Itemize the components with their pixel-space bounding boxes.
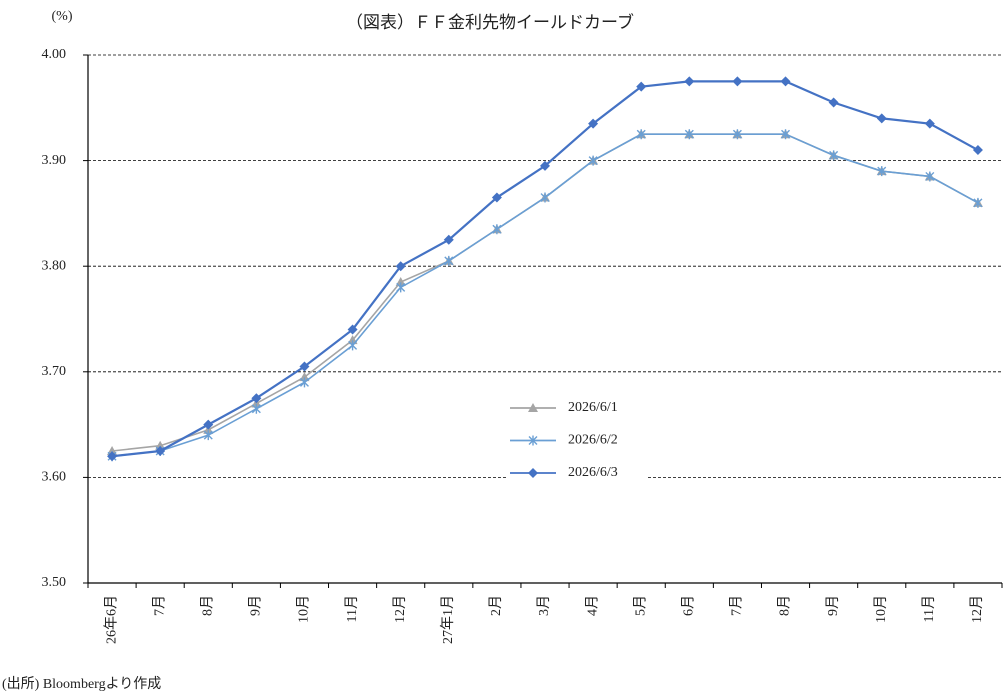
point	[395, 261, 406, 272]
legend-label: 2026/6/3	[568, 465, 618, 480]
point	[107, 451, 118, 462]
point	[395, 277, 406, 287]
point	[540, 160, 550, 171]
point	[299, 372, 310, 382]
point	[443, 234, 454, 245]
x-tick-label: 9月	[825, 595, 841, 616]
point	[203, 430, 213, 441]
y-tick-label: 3.90	[42, 153, 67, 168]
point	[829, 150, 839, 161]
legend-marker	[528, 468, 538, 478]
x-tick-label: 10月	[296, 595, 312, 623]
point	[925, 171, 935, 182]
chart-title: （図表）ＦＦ金利先物イールドカーブ	[346, 12, 634, 32]
point	[876, 113, 887, 124]
x-tick-label: 4月	[584, 595, 600, 616]
x-tick-label: 9月	[248, 595, 264, 616]
x-tick-label: 12月	[969, 595, 985, 623]
y-tick-label: 4.00	[42, 47, 67, 62]
point	[155, 440, 166, 450]
x-tick-label: 11月	[921, 595, 937, 622]
point	[684, 76, 695, 87]
point	[444, 255, 454, 266]
legend-label: 2026/6/1	[568, 400, 618, 415]
x-tick-label: 11月	[344, 595, 360, 622]
x-tick-label: 2月	[488, 595, 504, 616]
point	[781, 129, 791, 140]
point	[107, 446, 118, 455]
point	[347, 324, 358, 335]
point	[491, 192, 502, 203]
legend-marker	[528, 403, 538, 412]
legend-label: 2026/6/2	[568, 433, 618, 448]
point	[251, 393, 262, 404]
point	[492, 224, 502, 235]
x-tick-label: 7月	[151, 595, 167, 616]
x-tick-label: 8月	[777, 595, 793, 616]
x-tick-label: 3月	[536, 595, 552, 616]
point	[299, 377, 309, 388]
point	[732, 76, 743, 87]
x-tick-label: 27年1月	[440, 595, 456, 644]
x-tick-label: 6月	[681, 595, 697, 616]
y-axis-label: (%)	[52, 9, 73, 24]
point	[299, 361, 310, 372]
y-tick-label: 3.70	[42, 364, 67, 379]
point	[972, 145, 983, 156]
y-tick-label: 3.80	[42, 258, 67, 273]
point	[732, 129, 742, 140]
point	[780, 76, 791, 87]
point	[588, 118, 599, 129]
legend-marker	[528, 435, 538, 446]
y-tick-label: 3.60	[42, 470, 67, 485]
x-tick-label: 12月	[392, 595, 408, 623]
point	[636, 81, 647, 92]
point	[588, 155, 598, 166]
point	[155, 446, 166, 456]
point	[877, 166, 887, 177]
x-tick-label: 8月	[199, 595, 215, 616]
point	[973, 197, 983, 208]
source-note: (出所) Bloombergより作成	[2, 676, 161, 692]
x-tick-label: 26年6月	[103, 595, 119, 644]
x-tick-label: 10月	[873, 595, 889, 623]
point	[396, 282, 406, 293]
point	[203, 419, 214, 430]
point	[540, 192, 550, 203]
point	[684, 129, 694, 140]
point	[251, 403, 261, 414]
x-tick-label: 5月	[632, 595, 648, 616]
x-tick-label: 7月	[729, 595, 745, 616]
point	[828, 97, 839, 108]
point	[636, 129, 646, 140]
point	[348, 340, 358, 351]
y-tick-label: 3.50	[42, 575, 67, 590]
point	[924, 118, 935, 129]
